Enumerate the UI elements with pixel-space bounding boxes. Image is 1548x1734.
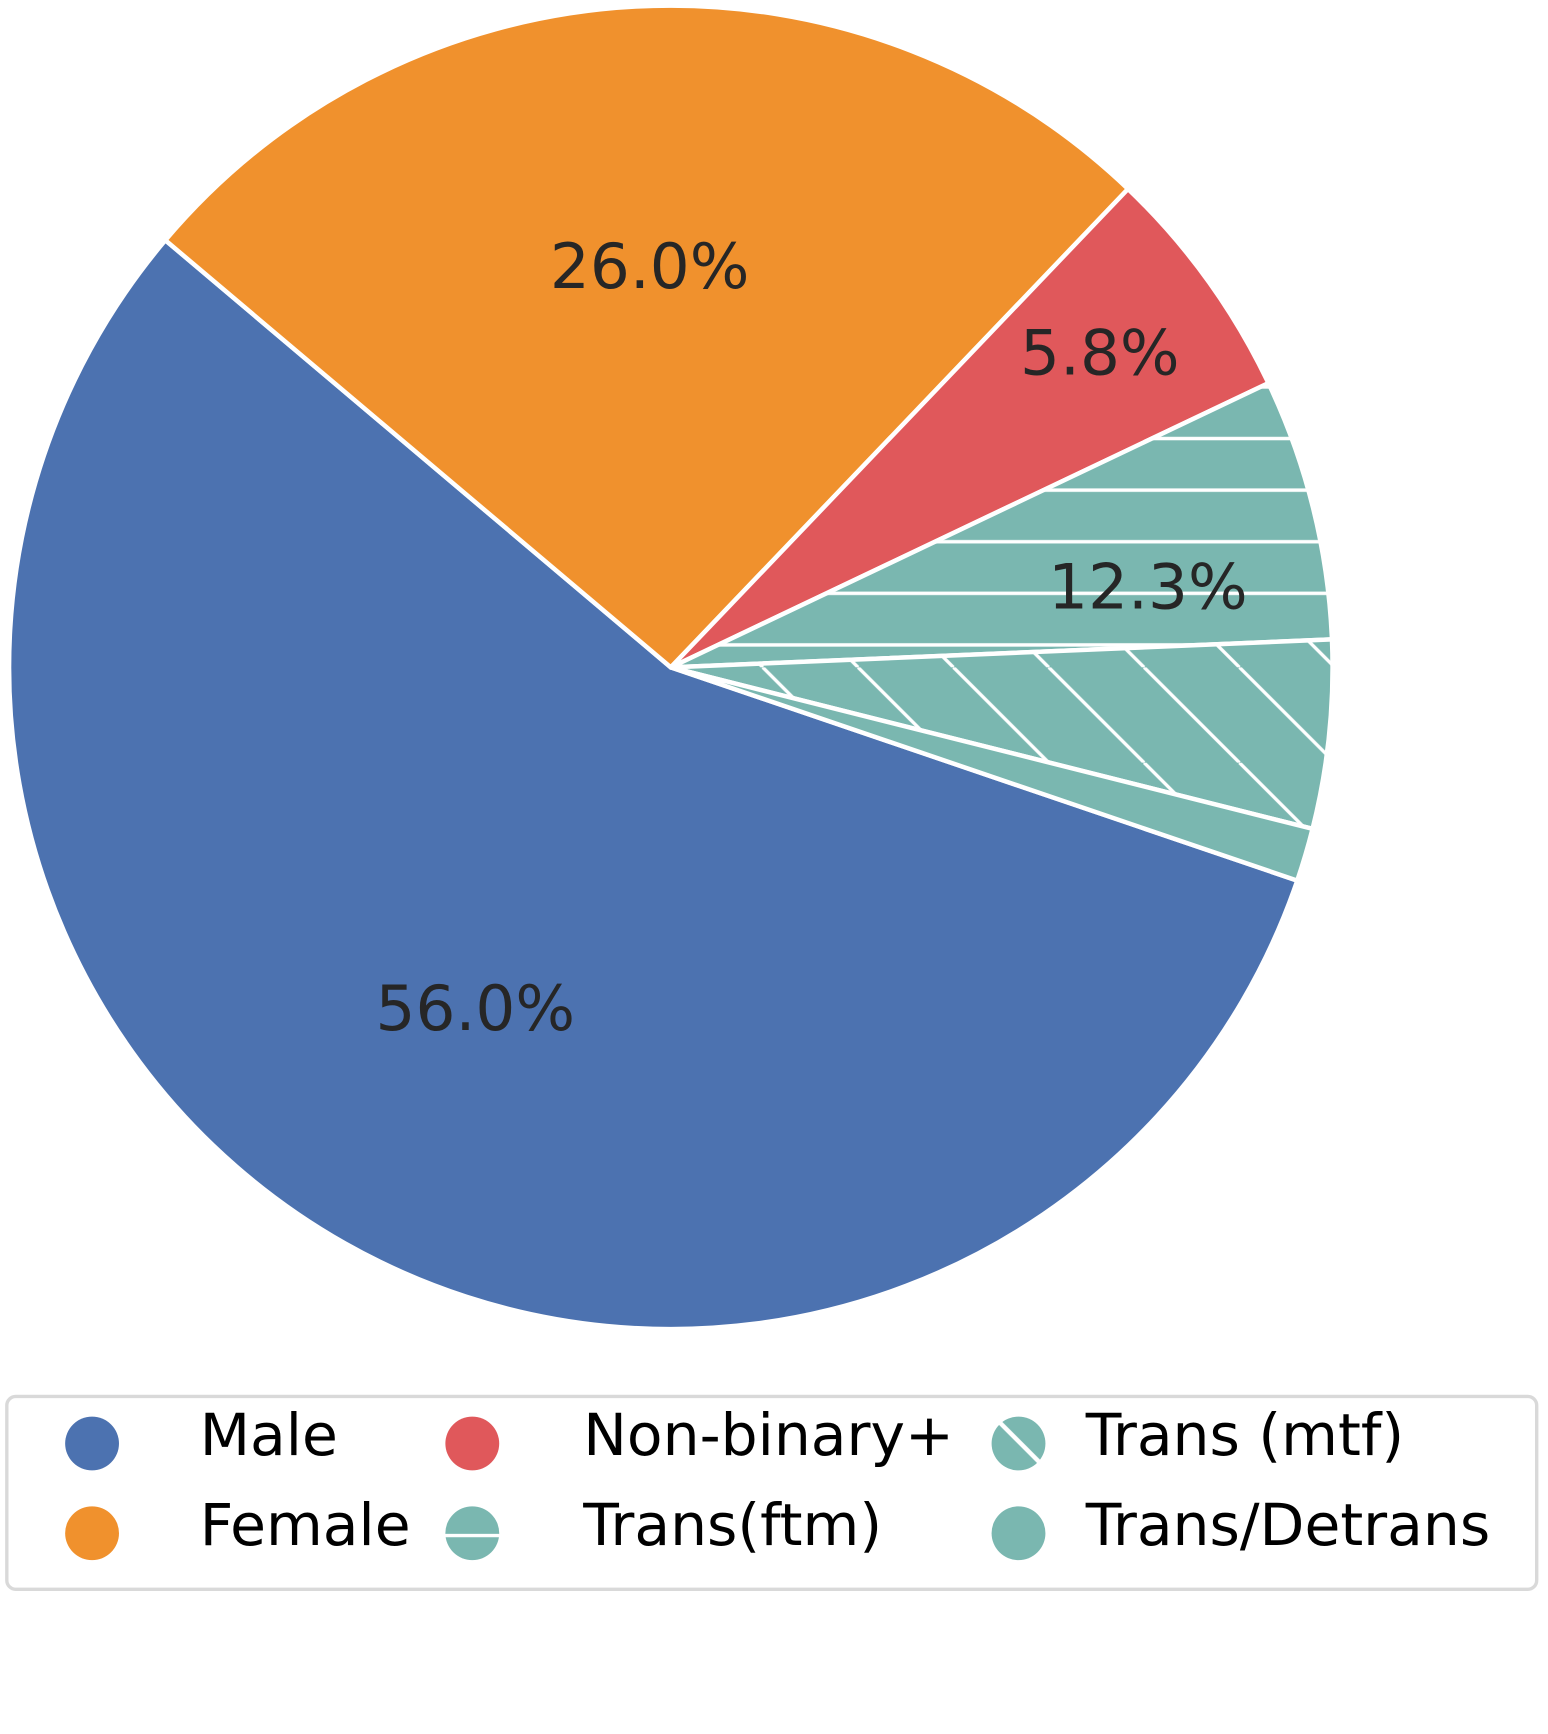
legend-label: Male — [200, 1401, 338, 1469]
pie-slice — [668, 637, 1335, 832]
pie-slice — [6, 237, 1300, 1332]
legend-label: Non-binary+ — [583, 1401, 954, 1469]
pie-slice — [668, 665, 1315, 883]
legend-label: Trans (mtf) — [1085, 1401, 1404, 1469]
value-label: 56.0% — [376, 972, 576, 1045]
legend-marker — [991, 1416, 1046, 1471]
legend-marker — [65, 1416, 119, 1471]
legend-marker — [445, 1416, 500, 1471]
legend-marker — [991, 1506, 1046, 1561]
legend-marker — [445, 1506, 500, 1561]
value-label: 26.0% — [550, 230, 750, 303]
legend-label: Trans/Detrans — [1085, 1491, 1490, 1559]
legend-marker — [65, 1506, 119, 1561]
legend-label: Female — [200, 1491, 411, 1559]
pie-slice — [163, 3, 1131, 670]
value-label: 5.8% — [1020, 316, 1180, 389]
pie-slice — [668, 186, 1271, 670]
pie-slice — [668, 380, 1335, 670]
group-label: 12.3% — [1048, 550, 1248, 623]
legend-box — [5, 1394, 1539, 1591]
legend-label: Trans(ftm) — [582, 1491, 882, 1559]
